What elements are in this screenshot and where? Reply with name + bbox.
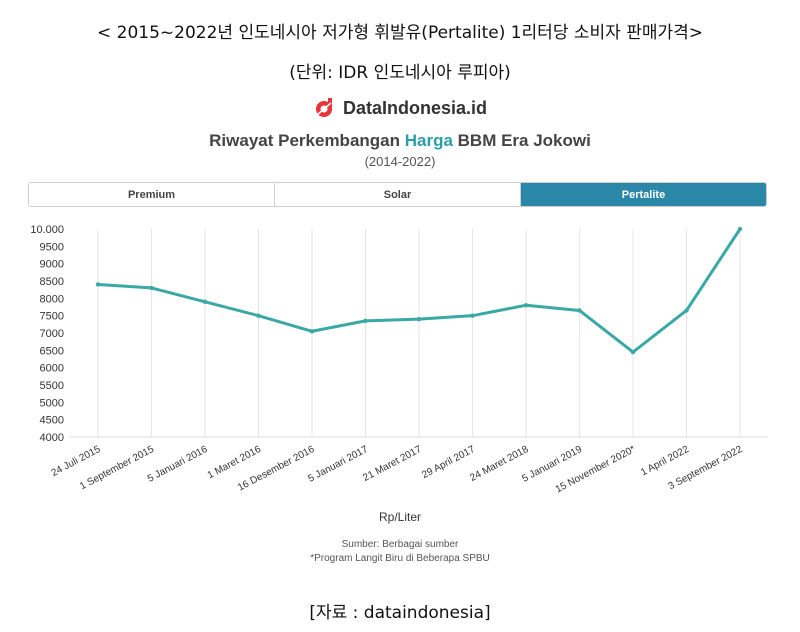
y-tick-label: 7000 — [40, 328, 64, 340]
chart-subtitle: (2014-2022) — [364, 154, 436, 169]
data-point — [363, 318, 368, 324]
data-point — [256, 313, 261, 318]
source-text: Sumber: Berbagai sumber — [341, 539, 459, 550]
y-tick-label: 8500 — [40, 276, 64, 288]
x-tick-label: 21 Maret 2017 — [361, 444, 423, 484]
tab-pertalite[interactable]: Pertalite — [521, 183, 766, 206]
chart-title-pre: Riwayat Perkembangan — [209, 131, 405, 150]
price-line-chart: 4000 4500 5000 5500 6000 6500 7000 7500 8000 8500… — [30, 224, 768, 495]
footnote-text: *Program Langit Biru di Beberapa SPBU — [310, 553, 490, 564]
brand: DataIndonesia.id — [0, 97, 800, 119]
data-point — [577, 308, 582, 313]
data-point — [309, 329, 315, 334]
data-point — [630, 349, 636, 355]
tab-solar[interactable]: Solar — [275, 183, 521, 206]
tab-premium[interactable]: Premium — [29, 183, 275, 206]
y-tick-label: 6500 — [40, 345, 64, 357]
data-point — [149, 285, 154, 291]
data-point — [416, 316, 422, 322]
x-tick-label: 5 Januari 2016 — [146, 444, 210, 485]
page-title: < 2015~2022년 인도네시아 저가형 휘발유(Pertalite) 1리… — [97, 23, 703, 43]
unit-label: (단위: IDR 인도네시아 루피아) — [289, 63, 511, 83]
y-tick-label: 4500 — [40, 415, 64, 427]
credit-text: [자료 : dataindonesia] — [309, 603, 491, 623]
data-point — [523, 303, 529, 308]
data-point — [684, 308, 689, 313]
data-point — [95, 282, 101, 287]
data-point — [470, 313, 475, 318]
x-tick-label: 5 Januari 2017 — [306, 444, 370, 485]
y-tick-label: 9000 — [40, 259, 64, 271]
dataindonesia-logo-icon — [315, 98, 332, 117]
chart-title-highlight: Harga — [404, 131, 453, 150]
y-tick-label: 9500 — [40, 241, 64, 253]
y-tick-label: 10.000 — [30, 224, 64, 236]
fuel-tabs: Premium Solar Pertalite — [28, 182, 767, 207]
y-tick-label: 7500 — [40, 311, 64, 323]
y-tick-label: 4000 — [40, 432, 64, 444]
y-tick-label: 5500 — [40, 380, 64, 392]
brand-name: DataIndonesia.id — [342, 97, 488, 118]
x-axis-title: Rp/Liter — [378, 510, 422, 524]
y-tick-label: 8000 — [40, 293, 64, 305]
chart-title: Riwayat Perkembangan Harga BBM Era Jokow… — [0, 131, 800, 151]
data-point — [737, 226, 743, 232]
data-point — [202, 299, 208, 304]
chart-title-post: BBM Era Jokowi — [452, 131, 591, 150]
y-tick-label: 5000 — [40, 397, 64, 409]
source-note: Sumber: Berbagai sumber *Program Langit … — [0, 538, 800, 566]
y-tick-label: 6000 — [40, 363, 64, 375]
